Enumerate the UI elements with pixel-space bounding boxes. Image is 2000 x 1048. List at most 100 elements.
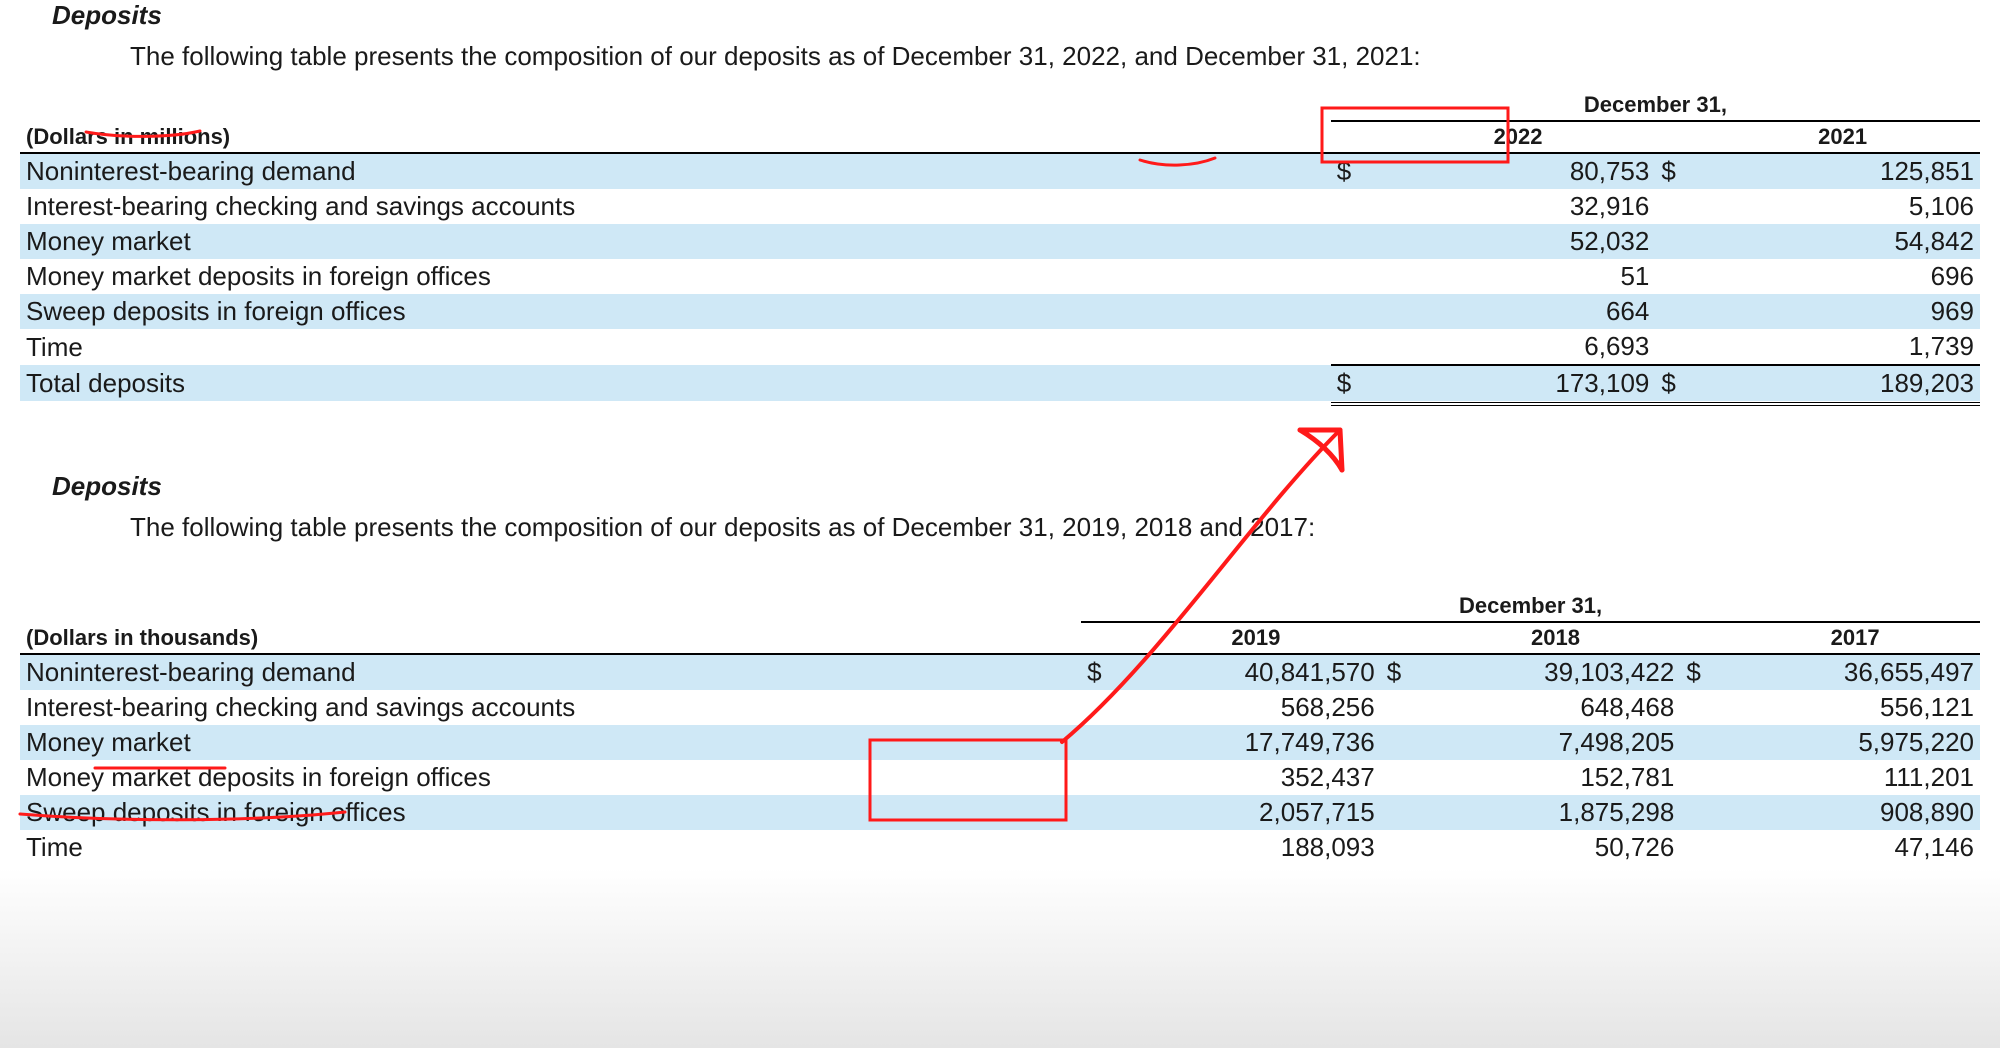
section2-title: Deposits bbox=[52, 471, 1980, 502]
currency-symbol bbox=[1381, 795, 1431, 830]
cell-value: 111,201 bbox=[1730, 760, 1980, 795]
table-row: Sweep deposits in foreign offices 664 969 bbox=[20, 294, 1980, 329]
row-label: Noninterest-bearing demand bbox=[20, 153, 1331, 189]
currency-symbol: $ bbox=[1331, 153, 1381, 189]
unit-label: (Dollars in millions) bbox=[20, 121, 1331, 153]
row-label: Money market deposits in foreign offices bbox=[20, 259, 1331, 294]
currency-symbol bbox=[1680, 830, 1730, 865]
cell-value: 568,256 bbox=[1131, 690, 1381, 725]
row-label: Sweep deposits in foreign offices bbox=[20, 795, 1081, 830]
cell-value: 51 bbox=[1381, 259, 1656, 294]
table-row: Interest-bearing checking and savings ac… bbox=[20, 690, 1980, 725]
currency-symbol bbox=[1081, 690, 1131, 725]
row-label: Interest-bearing checking and savings ac… bbox=[20, 189, 1331, 224]
cell-value: 189,203 bbox=[1705, 365, 1980, 401]
cell-value: 50,726 bbox=[1431, 830, 1681, 865]
unit-label: (Dollars in thousands) bbox=[20, 622, 1081, 654]
cell-value: 696 bbox=[1705, 259, 1980, 294]
table-row: Sweep deposits in foreign offices2,057,7… bbox=[20, 795, 1980, 830]
year-header: 2022 bbox=[1381, 121, 1656, 153]
currency-symbol bbox=[1680, 760, 1730, 795]
period-header: December 31, bbox=[1331, 90, 1980, 121]
row-label: Interest-bearing checking and savings ac… bbox=[20, 690, 1081, 725]
currency-symbol bbox=[1081, 830, 1131, 865]
cell-value: 152,781 bbox=[1431, 760, 1681, 795]
section1-intro: The following table presents the composi… bbox=[130, 41, 1980, 72]
year-header: 2018 bbox=[1431, 622, 1681, 654]
cell-value: 173,109 bbox=[1381, 365, 1656, 401]
table-row: Noninterest-bearing demand$80,753$125,85… bbox=[20, 153, 1980, 189]
currency-symbol bbox=[1655, 329, 1705, 365]
table-row: Money market 17,749,736 7,498,205 5,975,220 bbox=[20, 725, 1980, 760]
currency-symbol bbox=[1081, 725, 1131, 760]
deposits-table-2019-2017: December 31,(Dollars in thousands) 2019 20… bbox=[20, 591, 1980, 865]
cell-value: 648,468 bbox=[1431, 690, 1681, 725]
cell-value: 125,851 bbox=[1705, 153, 1980, 189]
cell-value: 36,655,497 bbox=[1730, 654, 1980, 690]
currency-symbol bbox=[1081, 795, 1131, 830]
currency-symbol bbox=[1331, 224, 1381, 259]
cell-value: 908,890 bbox=[1730, 795, 1980, 830]
currency-symbol bbox=[1655, 224, 1705, 259]
currency-symbol bbox=[1655, 189, 1705, 224]
row-label: Money market bbox=[20, 224, 1331, 259]
currency-symbol bbox=[1331, 259, 1381, 294]
row-label: Time bbox=[20, 830, 1081, 865]
section1-title: Deposits bbox=[52, 0, 1980, 31]
currency-symbol: $ bbox=[1655, 153, 1705, 189]
cell-value: 6,693 bbox=[1381, 329, 1656, 365]
currency-symbol bbox=[1381, 830, 1431, 865]
table-row: Money market deposits in foreign offices… bbox=[20, 760, 1980, 795]
row-label: Total deposits bbox=[20, 365, 1331, 401]
section2-intro: The following table presents the composi… bbox=[130, 512, 1980, 543]
bottom-vignette bbox=[0, 868, 2000, 1048]
currency-symbol bbox=[1381, 725, 1431, 760]
table-row: Noninterest-bearing demand$40,841,570$39… bbox=[20, 654, 1980, 690]
currency-symbol: $ bbox=[1655, 365, 1705, 401]
table-row: Money market deposits in foreign offices… bbox=[20, 259, 1980, 294]
deposits-table-2022-2021: December 31,(Dollars in millions) 2022 202… bbox=[20, 90, 1980, 401]
row-label: Money market bbox=[20, 725, 1081, 760]
row-label: Money market deposits in foreign offices bbox=[20, 760, 1081, 795]
row-label: Sweep deposits in foreign offices bbox=[20, 294, 1331, 329]
cell-value: 80,753 bbox=[1381, 153, 1656, 189]
table-row: Interest-bearing checking and savings ac… bbox=[20, 189, 1980, 224]
currency-symbol bbox=[1081, 760, 1131, 795]
cell-value: 47,146 bbox=[1730, 830, 1980, 865]
currency-symbol bbox=[1331, 329, 1381, 365]
cell-value: 39,103,422 bbox=[1431, 654, 1681, 690]
cell-value: 1,739 bbox=[1705, 329, 1980, 365]
currency-symbol: $ bbox=[1081, 654, 1131, 690]
year-header: 2021 bbox=[1705, 121, 1980, 153]
currency-symbol bbox=[1655, 259, 1705, 294]
page: Deposits The following table presents th… bbox=[0, 0, 2000, 1048]
cell-value: 352,437 bbox=[1131, 760, 1381, 795]
currency-symbol bbox=[1331, 189, 1381, 224]
cell-value: 54,842 bbox=[1705, 224, 1980, 259]
cell-value: 664 bbox=[1381, 294, 1656, 329]
cell-value: 32,916 bbox=[1381, 189, 1656, 224]
cell-value: 556,121 bbox=[1730, 690, 1980, 725]
table-row: Money market52,03254,842 bbox=[20, 224, 1980, 259]
cell-value: 5,106 bbox=[1705, 189, 1980, 224]
currency-symbol bbox=[1381, 760, 1431, 795]
currency-symbol bbox=[1680, 795, 1730, 830]
year-header: 2017 bbox=[1730, 622, 1980, 654]
cell-value: 17,749,736 bbox=[1131, 725, 1381, 760]
period-header: December 31, bbox=[1081, 591, 1980, 622]
currency-symbol bbox=[1655, 294, 1705, 329]
currency-symbol: $ bbox=[1680, 654, 1730, 690]
table-row: Time 6,693 1,739 bbox=[20, 329, 1980, 365]
currency-symbol bbox=[1331, 294, 1381, 329]
cell-value: 7,498,205 bbox=[1431, 725, 1681, 760]
cell-value: 5,975,220 bbox=[1730, 725, 1980, 760]
currency-symbol: $ bbox=[1381, 654, 1431, 690]
cell-value: 969 bbox=[1705, 294, 1980, 329]
year-header: 2019 bbox=[1131, 622, 1381, 654]
cell-value: 40,841,570 bbox=[1131, 654, 1381, 690]
currency-symbol: $ bbox=[1331, 365, 1381, 401]
total-row: Total deposits$173,109$189,203 bbox=[20, 365, 1980, 401]
currency-symbol bbox=[1381, 690, 1431, 725]
row-label: Time bbox=[20, 329, 1331, 365]
row-label: Noninterest-bearing demand bbox=[20, 654, 1081, 690]
